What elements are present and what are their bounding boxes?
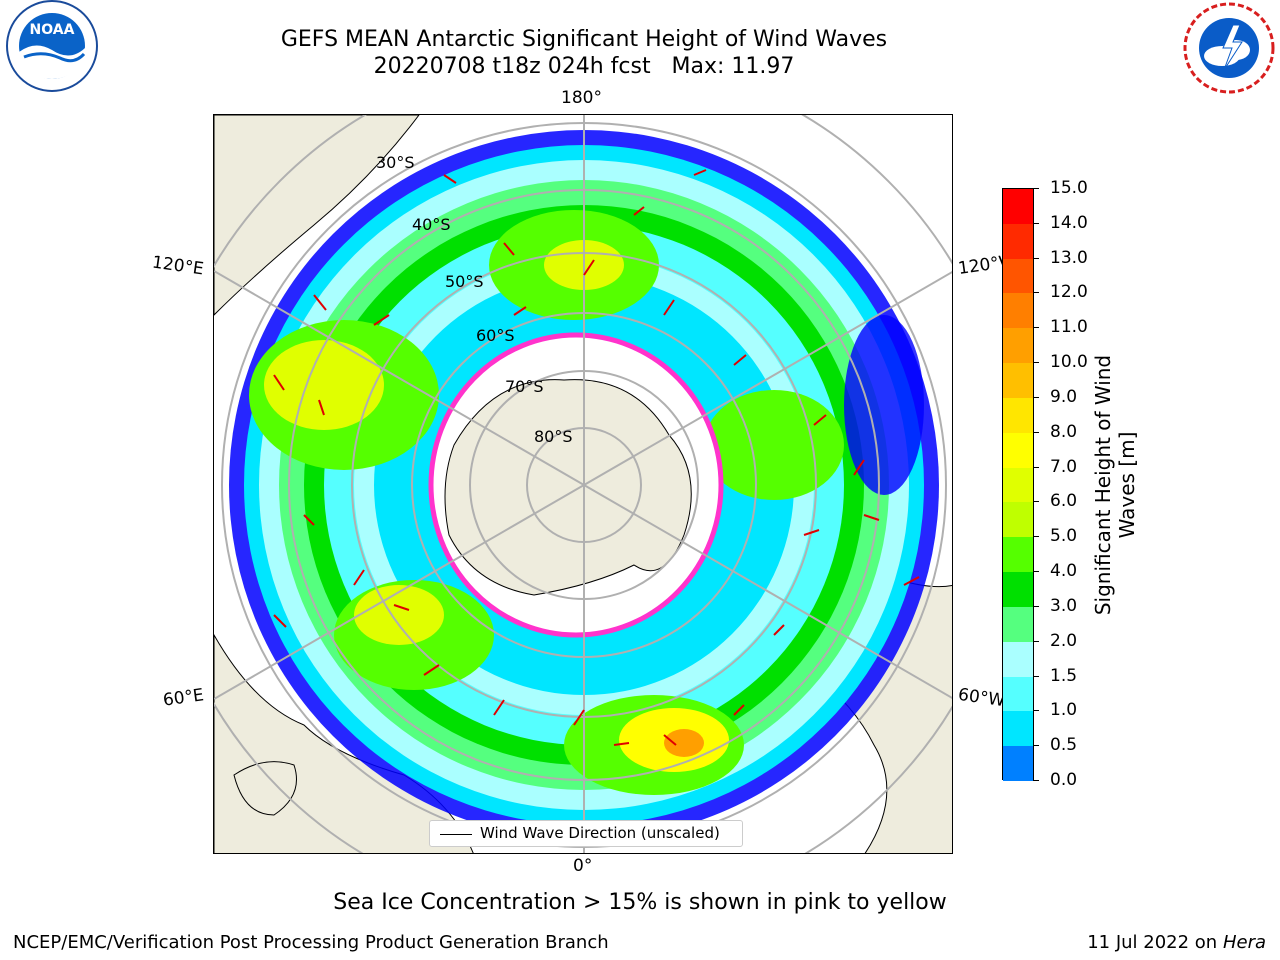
svg-text:NOAA: NOAA [30, 22, 75, 38]
wave-direction-arrows [273, 169, 920, 746]
colorbar-tick-label: 1.5 [1050, 665, 1078, 686]
graticule [214, 115, 952, 853]
colorbar-tick-mark [1033, 257, 1039, 259]
colorbar-label-line1: Significant Height of Wind [1091, 354, 1115, 616]
colorbar-tick-label: 0.0 [1050, 770, 1078, 790]
colorbar-tick-label: 4.0 [1050, 561, 1078, 582]
colorbar-segment [1003, 572, 1033, 608]
footer-machine: Hera [1222, 932, 1266, 953]
colorbar-segment [1003, 537, 1033, 573]
colorbar-segment [1003, 328, 1033, 364]
colorbar-tick-mark [1033, 466, 1039, 468]
legend-line-swatch [440, 834, 472, 836]
lat-label-60s: 60°S [476, 326, 515, 345]
colorbar-tick-mark [1033, 675, 1039, 677]
colorbar-segment [1003, 641, 1033, 678]
colorbar-tick-label: 15.0 [1050, 178, 1088, 198]
colorbar-tick-mark [1033, 745, 1039, 747]
lat-label-50s: 50°S [445, 272, 484, 291]
colorbar-tick-label: 10.0 [1050, 352, 1088, 373]
colorbar-segment [1003, 432, 1033, 469]
colorbar-segment [1003, 189, 1033, 225]
lon-label-180: 180° [561, 88, 602, 108]
colorbar-tick-mark [1033, 501, 1039, 503]
lat-label-80s: 80°S [534, 427, 573, 446]
nws-logo [1178, 0, 1280, 100]
colorbar-segment [1003, 293, 1033, 329]
colorbar-tick-label: 13.0 [1050, 247, 1088, 268]
chart-title: GEFS MEAN Antarctic Significant Height o… [280, 27, 888, 52]
colorbar-segment [1003, 606, 1033, 643]
colorbar-tick-mark [1033, 396, 1039, 398]
footer-date-text: 11 Jul 2022 on [1087, 932, 1223, 953]
colorbar-tick-label: 6.0 [1050, 491, 1078, 512]
lon-label-120e: 120°E [150, 252, 205, 280]
lon-label-60w: 60°W [956, 684, 1007, 712]
colorbar-tick-mark [1033, 640, 1039, 642]
noaa-logo: NOAA [0, 0, 106, 100]
colorbar [1002, 188, 1034, 782]
lat-label-40s: 40°S [412, 215, 451, 234]
colorbar-tick-mark [1033, 222, 1039, 224]
colorbar-tick-label: 7.0 [1050, 456, 1078, 477]
colorbar-tick-label: 0.5 [1050, 735, 1078, 756]
colorbar-segment [1003, 676, 1033, 712]
colorbar-tick-label: 14.0 [1050, 212, 1088, 233]
antarctica [428, 332, 724, 638]
legend-label: Wind Wave Direction (unscaled) [480, 824, 720, 842]
polar-stereographic-map: 30°S 40°S 50°S 60°S 70°S 80°S Wind Wa [213, 114, 953, 854]
lon-label-60e: 60°E [161, 685, 206, 711]
colorbar-tick-mark [1033, 292, 1039, 294]
colorbar-tick-label: 9.0 [1050, 386, 1078, 407]
colorbar-tick-label: 2.0 [1050, 630, 1078, 651]
colorbar-tick-mark [1033, 431, 1039, 433]
sea-ice-note: Sea Ice Concentration > 15% is shown in … [333, 890, 947, 915]
colorbar-segment [1003, 746, 1033, 782]
colorbar-tick-mark [1033, 605, 1039, 607]
colorbar-segment [1003, 711, 1033, 747]
colorbar-segment [1003, 467, 1033, 503]
colorbar-tick-mark [1033, 188, 1039, 189]
colorbar-tick-label: 12.0 [1050, 282, 1088, 303]
footer-date: 11 Jul 2022 on Hera [1087, 932, 1266, 953]
colorbar-segment [1003, 363, 1033, 399]
chart-subtitle: 20220708 t18z 024h fcst Max: 11.97 [373, 54, 795, 79]
colorbar-tick-mark [1033, 571, 1039, 573]
colorbar-tick-label: 8.0 [1050, 421, 1078, 442]
lat-label-30s: 30°S [376, 153, 415, 172]
colorbar-tick-mark [1033, 327, 1039, 329]
colorbar-tick-mark [1033, 536, 1039, 538]
lat-label-70s: 70°S [505, 377, 544, 396]
colorbar-tick-label: 5.0 [1050, 526, 1078, 547]
lon-label-0: 0° [573, 856, 593, 876]
colorbar-segment [1003, 258, 1033, 294]
colorbar-segment [1003, 223, 1033, 260]
colorbar-segment [1003, 502, 1033, 538]
colorbar-label: Significant Height of Wind Waves [m] [1091, 315, 1139, 655]
colorbar-tick-mark [1033, 362, 1039, 364]
colorbar-segment [1003, 397, 1033, 434]
colorbar-tick-mark [1033, 780, 1039, 781]
footer-credit: NCEP/EMC/Verification Post Processing Pr… [13, 932, 609, 953]
colorbar-label-line2: Waves [m] [1115, 431, 1139, 539]
colorbar-tick-label: 3.0 [1050, 595, 1078, 616]
colorbar-tick-label: 1.0 [1050, 700, 1078, 721]
colorbar-tick-label: 11.0 [1050, 317, 1088, 338]
colorbar-tick-mark [1033, 710, 1039, 712]
map-legend: Wind Wave Direction (unscaled) [429, 820, 743, 847]
